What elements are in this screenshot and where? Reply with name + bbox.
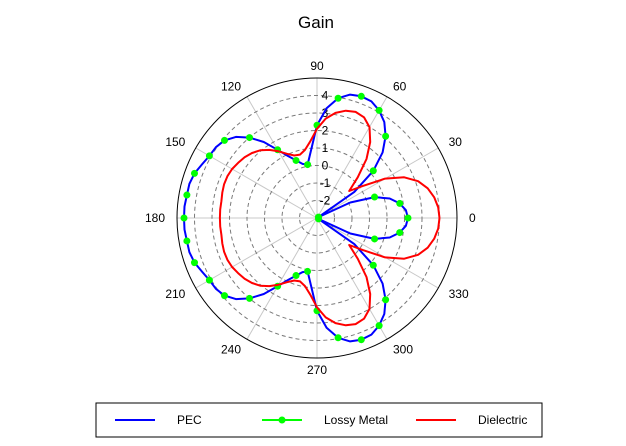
- chart-title: Gain: [298, 13, 334, 32]
- radial-label: -2: [320, 194, 331, 208]
- data-point: [357, 92, 365, 100]
- data-point: [375, 106, 383, 114]
- angle-label: 240: [221, 343, 241, 357]
- data-point: [246, 294, 254, 302]
- radial-label: 3: [322, 106, 329, 120]
- legend-label: Dielectric: [478, 413, 527, 427]
- spoke-240: [246, 217, 318, 340]
- spoke-150: [195, 147, 318, 219]
- plot-area: [180, 92, 441, 344]
- data-point: [404, 214, 412, 222]
- radial-gridline: [299, 200, 335, 236]
- data-point: [221, 292, 229, 300]
- legend-label: Lossy Metal: [324, 413, 388, 427]
- data-point: [246, 134, 254, 142]
- data-point: [221, 136, 229, 144]
- radial-label: -1: [320, 176, 331, 190]
- data-point: [205, 152, 213, 160]
- radial-label: 4: [322, 89, 329, 103]
- data-point: [180, 214, 188, 222]
- data-point: [190, 169, 198, 177]
- data-point: [183, 237, 191, 245]
- spoke-120: [246, 96, 318, 219]
- data-point: [190, 259, 198, 267]
- angle-label: 120: [221, 79, 241, 93]
- data-point: [382, 296, 390, 304]
- angle-label: 300: [393, 343, 413, 357]
- data-point: [371, 193, 379, 201]
- legend-box: [95, 402, 543, 438]
- data-point: [375, 322, 383, 330]
- data-point: [292, 272, 300, 280]
- radial-label: 0: [322, 159, 329, 173]
- data-point: [369, 167, 377, 175]
- angle-label: 60: [393, 79, 407, 93]
- data-point: [382, 132, 390, 140]
- data-point: [205, 276, 213, 284]
- angle-label: 90: [310, 59, 324, 73]
- angle-label: 150: [165, 135, 185, 149]
- data-point: [396, 199, 404, 207]
- angle-label: 0: [469, 211, 476, 225]
- radial-gridline: [281, 182, 353, 254]
- data-point: [292, 156, 300, 164]
- data-point: [304, 161, 312, 169]
- data-point: [334, 94, 342, 102]
- angle-label: 270: [307, 363, 327, 377]
- radial-label: 2: [322, 124, 329, 138]
- radial-gridline: [264, 165, 370, 271]
- polar-grid: 0 30 60 90 120 150 180 210 240 270 300 330 -2 -1 0 1 2 3 4: [145, 59, 476, 377]
- data-point: [304, 267, 312, 275]
- data-point: [357, 336, 365, 344]
- series-line-2: [218, 109, 441, 327]
- legend: PEC Lossy Metal Dielectric: [95, 402, 543, 438]
- data-point: [334, 334, 342, 342]
- data-point: [396, 229, 404, 237]
- legend-label: PEC: [177, 413, 202, 427]
- radial-gridline: [211, 112, 423, 324]
- data-point: [315, 215, 323, 223]
- legend-marker: [278, 416, 286, 424]
- angle-label: 30: [449, 135, 463, 149]
- data-point: [371, 235, 379, 243]
- data-point: [369, 261, 377, 269]
- radial-label: 1: [322, 141, 329, 155]
- angle-label: 210: [165, 287, 185, 301]
- radial-gridline: [246, 147, 388, 289]
- angle-label: 180: [145, 211, 165, 225]
- data-point: [183, 191, 191, 199]
- outer-circle: [176, 77, 458, 359]
- angle-label: 330: [449, 287, 469, 301]
